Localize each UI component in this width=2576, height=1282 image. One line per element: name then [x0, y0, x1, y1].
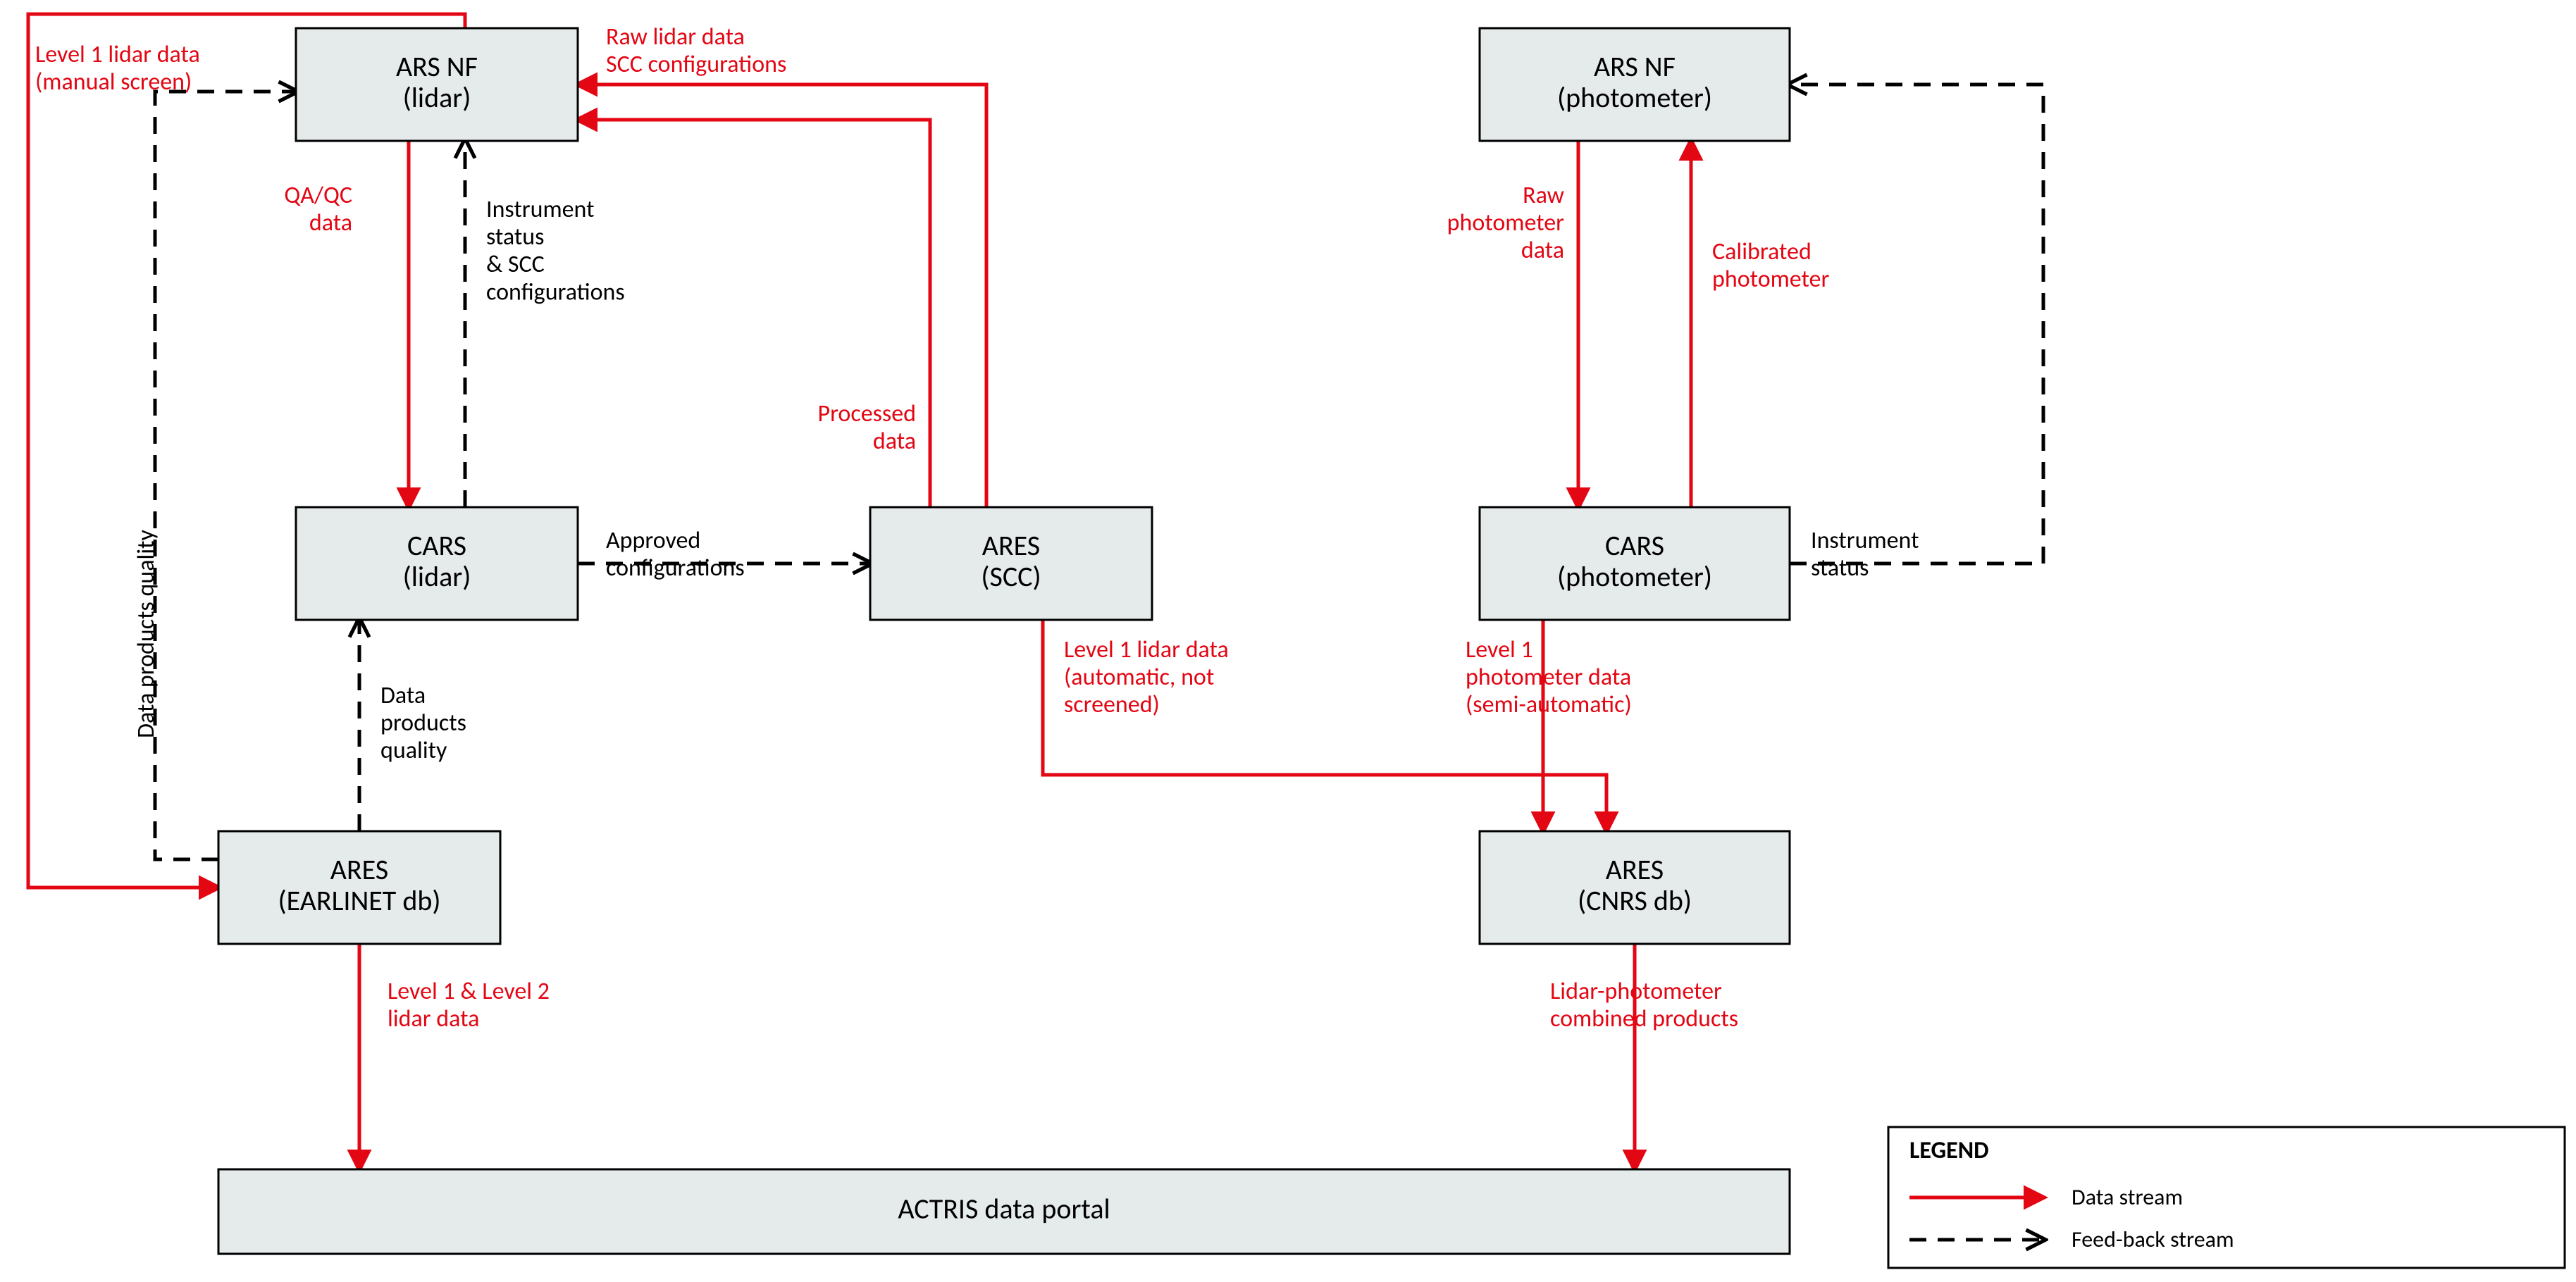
node-cars_phot: CARS(photometer) — [1480, 507, 1790, 620]
edge-label: QA/QCdata — [284, 181, 352, 237]
node-cars_lidar: CARS(lidar) — [296, 507, 578, 620]
node-label: CARS(lidar) — [403, 528, 471, 594]
edge-label: Data products quality — [132, 529, 161, 738]
node-ares_scc: ARES(SCC) — [870, 507, 1152, 620]
flowchart-diagram: QA/QCdata Instrumentstatus& SCCconfigurat… — [0, 0, 2576, 1282]
edge-label: Approvedconfigurations — [606, 526, 745, 583]
node-ars_nf_phot: ARS NF(photometer) — [1480, 28, 1790, 141]
edge-label: Calibratedphotometer — [1712, 237, 1829, 294]
feedback-stream-edge — [155, 92, 296, 859]
edge-label: Lidar-photometercombined products — [1550, 977, 1738, 1033]
edge-label: Level 1 lidar data(manual screen) — [35, 40, 200, 97]
node-ars_nf_lidar: ARS NF(lidar) — [296, 28, 578, 141]
node-label: ARES(SCC) — [981, 528, 1041, 594]
legend: LEGEND Data stream Feed-back stream — [1888, 1127, 2565, 1268]
node-label: ARS NF(lidar) — [396, 49, 478, 115]
edge-label: Level 1 lidar data(automatic, notscreene… — [1064, 635, 1229, 719]
edge-label: Level 1 & Level 2lidar data — [388, 977, 550, 1033]
legend-item-label: Data stream — [2072, 1183, 2183, 1211]
edge-label: Raw lidar dataSCC configurations — [606, 23, 786, 79]
legend-title: LEGEND — [1909, 1136, 1989, 1165]
node-label: ACTRIS data portal — [898, 1192, 1110, 1226]
edge-label: Rawphotometerdata — [1447, 181, 1564, 265]
edge-label: Instrumentstatus& SCCconfigurations — [486, 195, 625, 306]
edge-label: Instrumentstatus — [1811, 526, 1919, 583]
edge-label: Dataproductsquality — [380, 681, 466, 765]
edge-label: Processeddata — [818, 399, 916, 456]
legend-item-label: Feed-back stream — [2072, 1226, 2234, 1253]
node-actris_portal: ACTRIS data portal — [218, 1169, 1790, 1254]
edge-label: Level 1photometer data(semi-automatic) — [1466, 635, 1632, 719]
node-ares_earlinet: ARES(EARLINET db) — [218, 831, 500, 944]
data-stream-edge — [578, 85, 986, 507]
node-ares_cnrs: ARES(CNRS db) — [1480, 831, 1790, 944]
feedback-stream-edge — [1790, 85, 2043, 564]
